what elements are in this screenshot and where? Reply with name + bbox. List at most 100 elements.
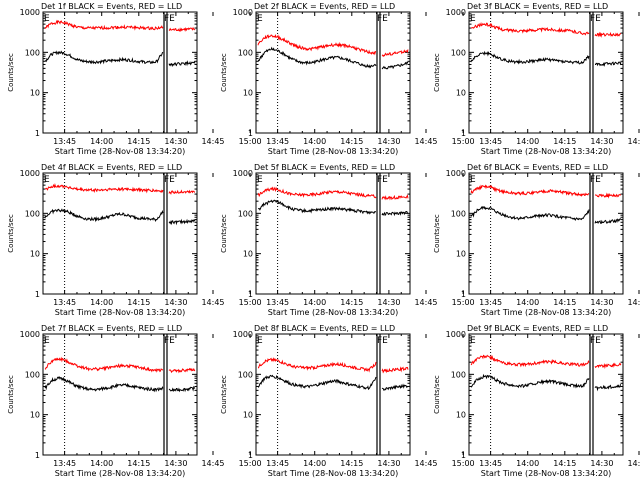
x-tick-label: 14:30 — [164, 137, 187, 146]
x-axis-label: Start Time (28-Nov-08 13:34:20) — [481, 469, 611, 478]
panel-title: Det 2f BLACK = Events, RED = LLD — [254, 2, 395, 11]
marker-label-e: E — [257, 336, 263, 346]
y-axis-label: Counts/sec — [220, 53, 228, 92]
events-series-line — [594, 218, 622, 225]
y-axis-label: Counts/sec — [7, 214, 15, 253]
lld-series-line — [168, 367, 196, 374]
events-series-line — [381, 210, 409, 217]
x-tick-label: 15:00 — [452, 459, 475, 468]
lld-series-line — [44, 19, 164, 31]
lld-series-line — [381, 366, 409, 374]
marker-label-fe: FE — [164, 14, 175, 24]
events-series-line — [257, 199, 376, 215]
x-tick-label: 14:15 — [127, 298, 150, 307]
x-axis-label: Start Time (28-Nov-08 13:34:20) — [481, 308, 611, 317]
x-tick-label: 13:45 — [479, 137, 502, 146]
marker-label-e: E — [257, 175, 263, 185]
events-series-line — [257, 374, 377, 391]
marker-label-e: E — [44, 14, 50, 24]
x-tick-label: 15:00 — [452, 298, 475, 307]
plot-frame — [255, 333, 411, 456]
y-tick-label: 1 — [461, 451, 466, 460]
panel-title: Det 3f BLACK = Events, RED = LLD — [467, 2, 608, 11]
events-series-line — [168, 60, 196, 68]
lld-series-line — [44, 182, 164, 194]
events-series-line — [257, 46, 377, 69]
y-tick-label: 10 — [243, 250, 253, 259]
lld-series-line — [594, 362, 622, 369]
y-tick-label: 1 — [461, 129, 466, 138]
events-series-line — [381, 383, 409, 391]
plot-frame — [468, 11, 624, 134]
y-tick-label: 1 — [248, 290, 253, 299]
x-tick-label: 13:45 — [479, 298, 502, 307]
detector-panel-3: Det 3f BLACK = Events, RED = LLD 1 10 100 10… — [433, 2, 640, 156]
panel-title: Det 6f BLACK = Events, RED = LLD — [467, 163, 608, 172]
x-tick-label: 14:00 — [516, 459, 539, 468]
x-tick-label: 14:00 — [90, 137, 113, 146]
x-tick-label: 14:45 — [627, 459, 640, 468]
lld-series-line — [381, 49, 409, 58]
x-tick-label: 14:15 — [340, 459, 363, 468]
panel-title: Det 7f BLACK = Events, RED = LLD — [41, 324, 182, 333]
plot-frame — [468, 333, 624, 456]
x-tick-label: 13:45 — [53, 459, 76, 468]
marker-label-e: E — [470, 175, 476, 185]
y-tick-label: 10 — [30, 250, 40, 259]
x-tick-label: 14:15 — [553, 137, 576, 146]
y-axis-label: Counts/sec — [220, 214, 228, 253]
x-tick-label: 13:45 — [53, 137, 76, 146]
x-tick-label: 15:00 — [452, 137, 475, 146]
x-axis-label: Start Time (28-Nov-08 13:34:20) — [481, 147, 611, 156]
y-tick-label: 1000 — [233, 8, 253, 17]
x-tick-label: 14:30 — [590, 137, 613, 146]
events-series-line — [594, 384, 621, 392]
y-tick-label: 1 — [35, 451, 40, 460]
detector-panel-4: Det 4f BLACK = Events, RED = LLD 1 10 100 10… — [7, 163, 262, 317]
marker-label-e: E — [44, 175, 50, 185]
x-tick-label: 14:45 — [627, 298, 640, 307]
events-series-line — [470, 205, 590, 221]
marker-label-fe: FE — [590, 14, 601, 24]
y-tick-label: 10 — [30, 89, 40, 98]
x-tick-label: 14:15 — [127, 459, 150, 468]
y-tick-label: 1000 — [233, 330, 253, 339]
x-tick-label: 15:00 — [239, 137, 262, 146]
lld-series-line — [381, 194, 409, 201]
y-axis-label: Counts/sec — [7, 53, 15, 92]
panel-title: Det 5f BLACK = Events, RED = LLD — [254, 163, 395, 172]
detector-panel-1: Det 1f BLACK = Events, RED = LLD 1 10 100 10… — [7, 2, 262, 156]
x-tick-label: 13:45 — [479, 459, 502, 468]
x-tick-label: 14:30 — [377, 298, 400, 307]
marker-label-fe: FE — [164, 175, 175, 185]
panel-title: Det 9f BLACK = Events, RED = LLD — [467, 324, 608, 333]
detector-panel-7: Det 7f BLACK = Events, RED = LLD 1 10 100 10… — [7, 324, 262, 478]
x-axis-label: Start Time (28-Nov-08 13:34:20) — [268, 147, 398, 156]
plot-frame — [255, 172, 411, 295]
detector-panel-2: Det 2f BLACK = Events, RED = LLD 1 10 100 10… — [220, 2, 475, 156]
detector-panel-8: Det 8f BLACK = Events, RED = LLD 1 10 100 10… — [220, 324, 475, 478]
x-tick-label: 14:30 — [164, 459, 187, 468]
x-tick-label: 14:45 — [414, 459, 437, 468]
events-series-line — [470, 50, 590, 65]
plot-frame — [468, 172, 624, 295]
lld-series-line — [257, 186, 377, 199]
lld-series-line — [257, 33, 377, 56]
plot-frame — [42, 11, 198, 134]
y-tick-label: 1 — [35, 290, 40, 299]
events-series-line — [470, 373, 590, 389]
y-tick-label: 10 — [243, 411, 253, 420]
x-tick-label: 13:45 — [266, 137, 289, 146]
y-tick-label: 1000 — [20, 8, 40, 17]
x-tick-label: 13:45 — [53, 298, 76, 307]
y-tick-label: 1000 — [233, 169, 253, 178]
panel-title: Det 1f BLACK = Events, RED = LLD — [41, 2, 182, 11]
x-tick-label: 14:45 — [201, 459, 224, 468]
x-tick-label: 14:30 — [164, 298, 187, 307]
y-tick-label: 1000 — [20, 169, 40, 178]
y-tick-label: 100 — [238, 48, 253, 57]
detector-panel-9: Det 9f BLACK = Events, RED = LLD 1 10 100 10… — [433, 324, 640, 478]
y-tick-label: 100 — [25, 209, 40, 218]
marker-label-fe: FE — [590, 336, 601, 346]
lld-series-line — [168, 189, 196, 195]
